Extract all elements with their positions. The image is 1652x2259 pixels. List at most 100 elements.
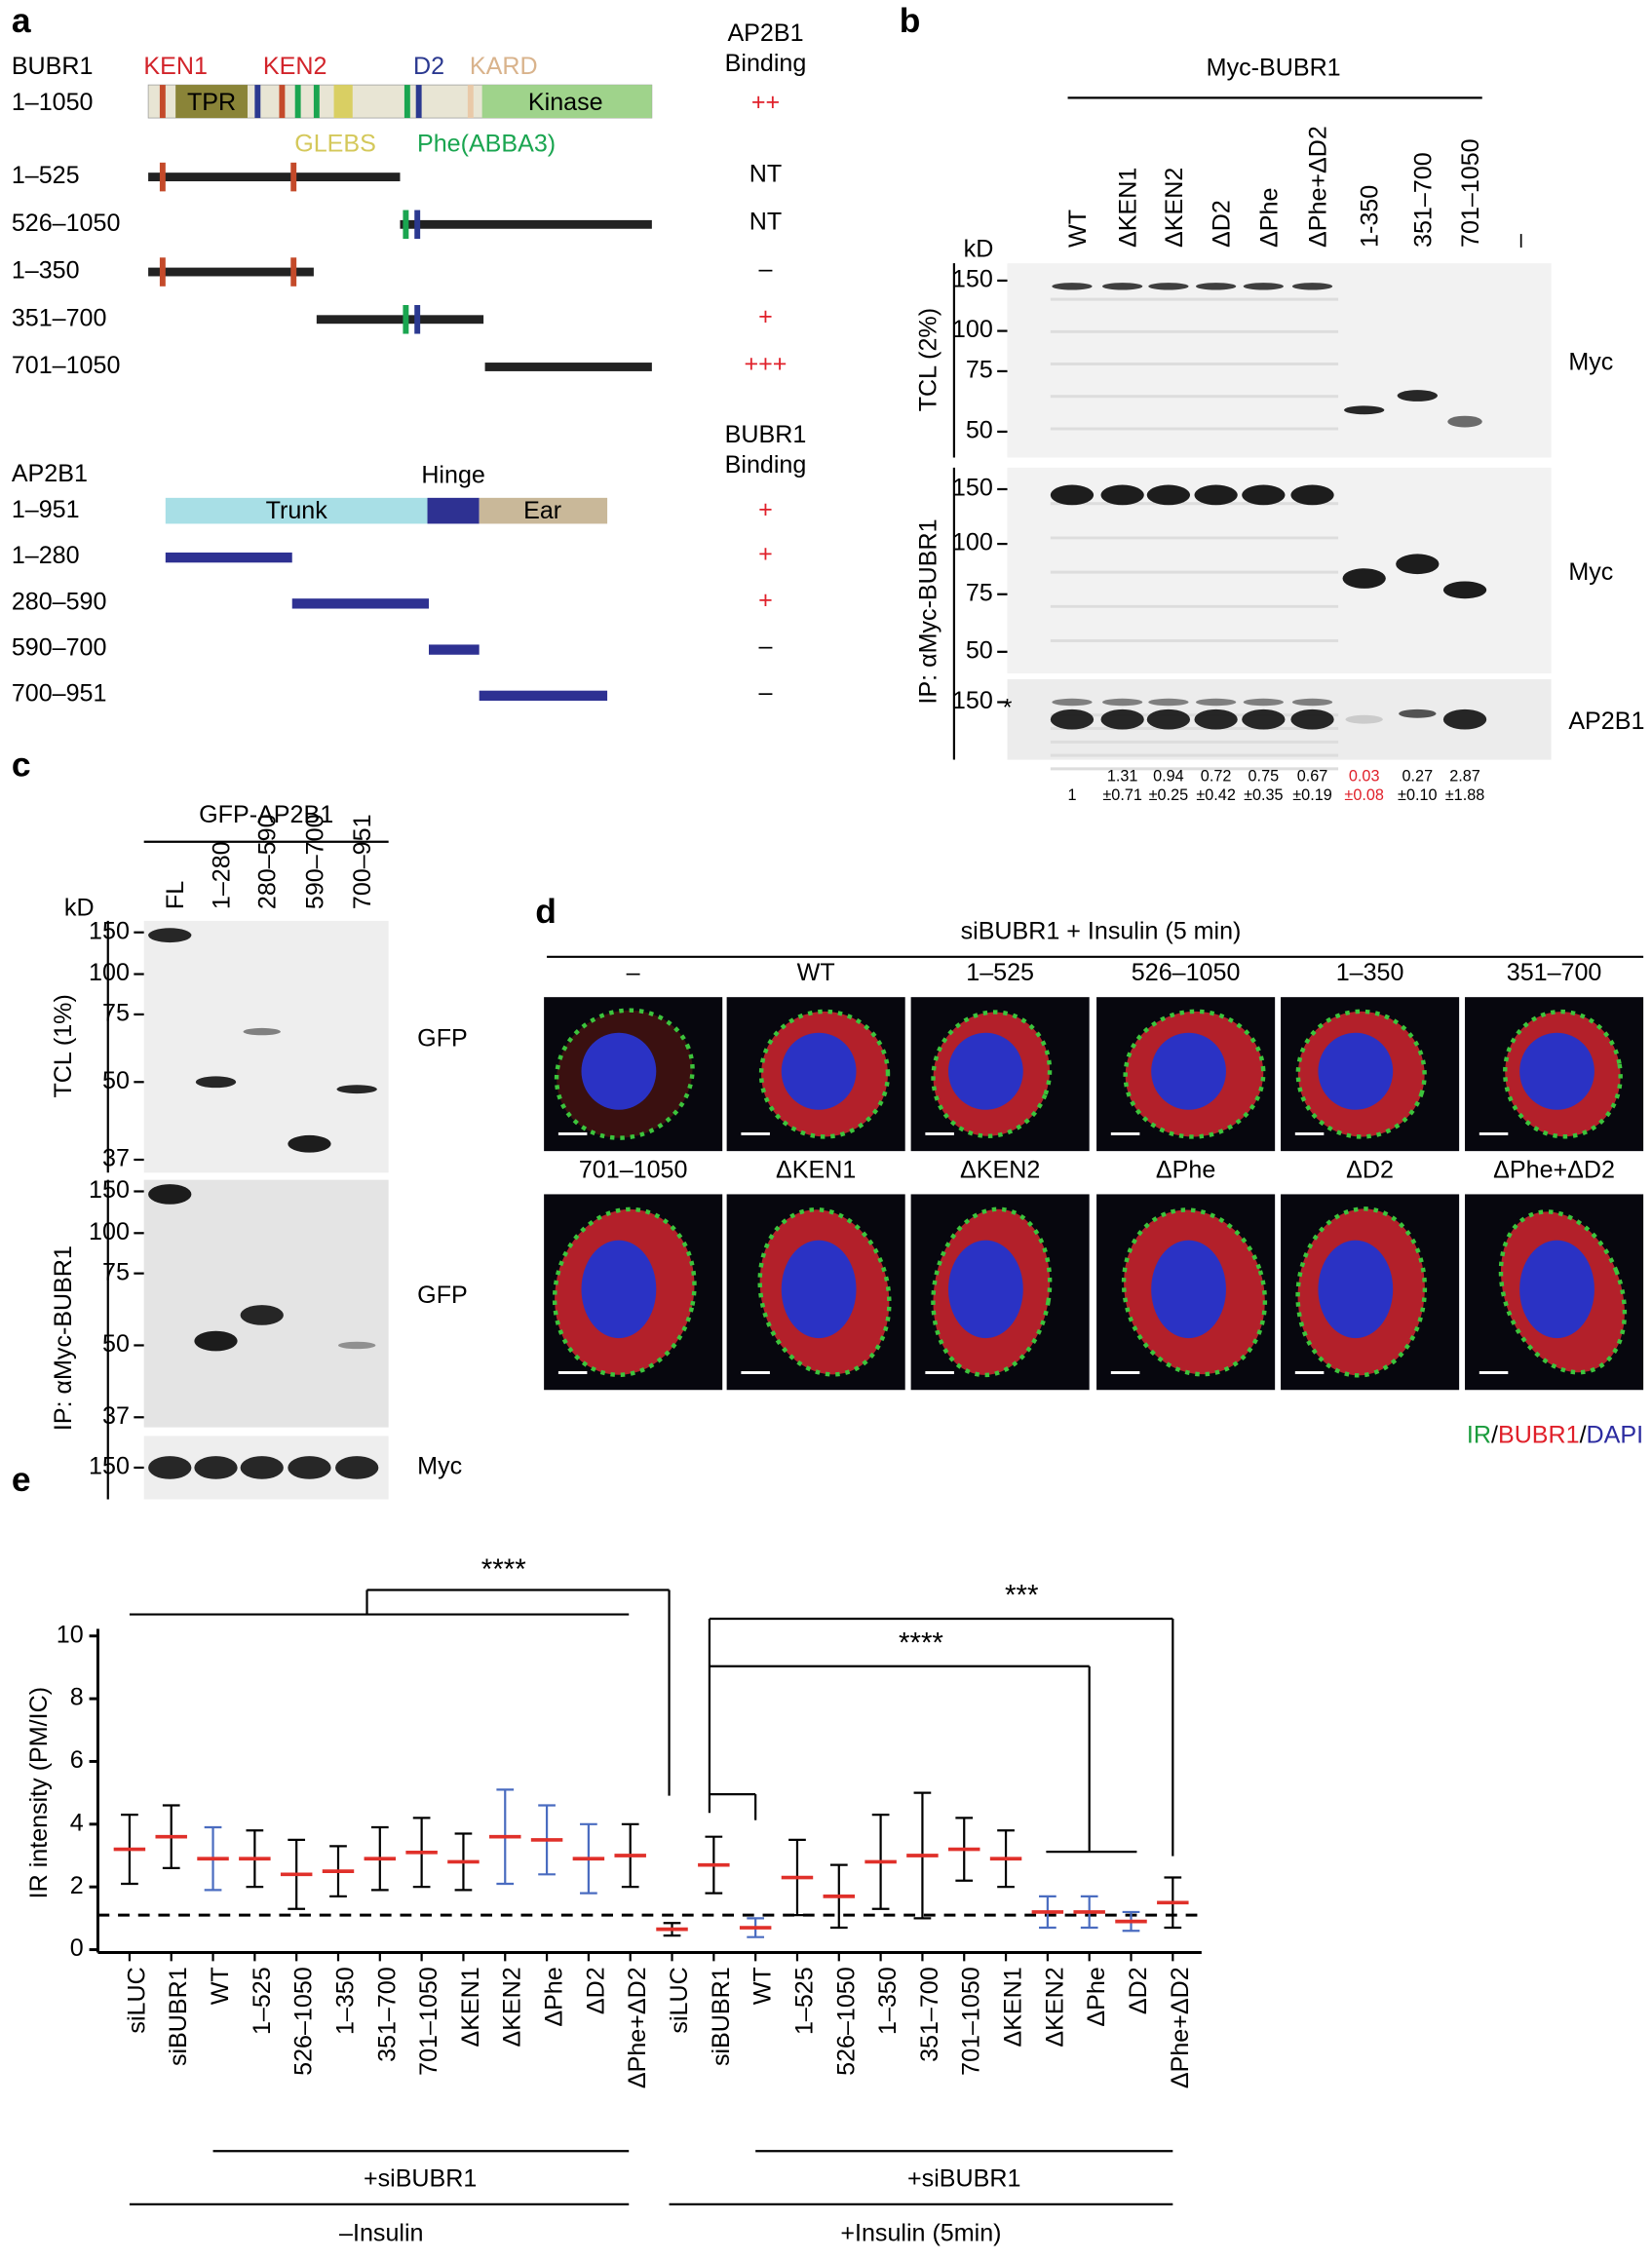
binding: –	[759, 255, 773, 283]
band	[288, 1456, 331, 1479]
nucleus	[781, 1240, 857, 1339]
quant-label: 0.67	[1297, 768, 1328, 785]
x-tick-label: 701–1050	[958, 1967, 985, 2076]
quant-label: ±0.71	[1102, 786, 1142, 804]
side-label: IP: αMyc-BUBR1	[50, 1245, 77, 1431]
legend: IR/BUBR1/DAPI	[1467, 1421, 1643, 1448]
legend-item: /	[1491, 1421, 1498, 1448]
legend-item: /	[1580, 1421, 1587, 1448]
motif	[159, 162, 166, 192]
x-tick-label: ΔD2	[1125, 1967, 1152, 2014]
fragment-bar	[148, 172, 401, 182]
side-label: TCL (2%)	[914, 308, 941, 411]
marker-label: 50	[966, 417, 993, 444]
binding: +	[758, 496, 773, 523]
x-tick-label: siBUBR1	[708, 1967, 735, 2066]
band	[1243, 283, 1285, 290]
x-tick-label: ΔD2	[582, 1967, 609, 2014]
band	[337, 1341, 376, 1350]
marker-label: 150	[952, 475, 993, 502]
significance: ****	[481, 1553, 526, 1586]
image-label: ΔKEN2	[960, 1156, 1040, 1183]
band	[148, 1184, 192, 1205]
image-label: WT	[797, 959, 835, 986]
group-label: –Insulin	[339, 2220, 423, 2247]
fragment-label: 1–280	[12, 542, 80, 569]
column-header: Binding	[725, 451, 807, 479]
lane-label: ΔPhe+ΔD2	[1305, 126, 1332, 248]
binding: NT	[749, 208, 782, 235]
band	[1194, 708, 1238, 730]
kd-label: kD	[964, 236, 994, 263]
asterisk: *	[1003, 695, 1013, 722]
marker-label: 100	[89, 959, 130, 986]
image-label: 1–350	[1336, 959, 1404, 986]
lane-label: ΔKEN1	[1115, 168, 1142, 248]
band	[148, 928, 192, 943]
band	[1052, 283, 1093, 290]
band	[1447, 415, 1482, 428]
band	[1195, 283, 1237, 290]
y-tick-label: 6	[70, 1746, 84, 1774]
hinge-domain	[427, 497, 480, 524]
x-tick-label: 1–350	[874, 1967, 902, 2035]
band	[1290, 484, 1334, 506]
band	[1146, 484, 1191, 506]
band	[1194, 484, 1238, 506]
x-tick-label: siLUC	[666, 1967, 693, 2033]
band	[1442, 708, 1487, 730]
band	[1290, 708, 1334, 730]
lane-label: WT	[1064, 210, 1092, 248]
blot	[1007, 467, 1552, 673]
significance: ***	[1005, 1580, 1039, 1612]
motif	[159, 85, 166, 119]
quant-label: 0.72	[1201, 768, 1232, 785]
group-label: +siBUBR1	[364, 2164, 477, 2192]
marker-label: 75	[102, 1000, 130, 1027]
band	[1344, 405, 1385, 415]
quant-label: 2.87	[1449, 768, 1480, 785]
fragment-label: 351–700	[12, 304, 107, 331]
quant-label: 0.94	[1153, 768, 1184, 785]
nucleus	[581, 1240, 657, 1339]
marker-label: 150	[952, 266, 993, 293]
motif	[467, 85, 474, 119]
domain-label: Phe(ABBA3)	[417, 131, 556, 158]
blot	[143, 920, 389, 1173]
motif	[415, 85, 422, 119]
x-tick-label: 351–700	[916, 1967, 943, 2062]
group-label: +siBUBR1	[907, 2164, 1020, 2192]
fragment-label: 1–350	[12, 257, 80, 285]
motif	[290, 162, 297, 192]
band	[195, 1076, 237, 1089]
image-label: ΔPhe+ΔD2	[1493, 1156, 1615, 1183]
band	[240, 1456, 284, 1479]
marker-label: 150	[89, 1453, 130, 1480]
lane-label: 351–700	[1409, 152, 1437, 248]
domain-label: Ear	[523, 497, 561, 524]
lane-label: 700–951	[349, 814, 376, 909]
image-label: 351–700	[1507, 959, 1602, 986]
side-label: TCL (1%)	[50, 994, 77, 1097]
y-tick-label: 4	[70, 1809, 84, 1836]
y-tick-label: 0	[70, 1934, 84, 1962]
image-label: ΔKEN1	[776, 1156, 856, 1183]
fragment-label: 526–1050	[12, 210, 121, 237]
x-tick-label: ΔPhe	[1083, 1967, 1110, 2026]
band	[1291, 283, 1333, 290]
x-tick-label: ΔKEN2	[1041, 1967, 1068, 2047]
domain-label: Trunk	[266, 497, 328, 524]
significance: ****	[899, 1627, 943, 1659]
marker-label: 150	[89, 917, 130, 944]
nucleus	[947, 1032, 1023, 1110]
marker-label: 100	[89, 1218, 130, 1245]
quant-label: 0.27	[1402, 768, 1434, 785]
band	[1195, 698, 1237, 707]
nucleus	[1151, 1032, 1226, 1110]
band	[1345, 714, 1383, 724]
quant-label: 0.75	[1249, 768, 1280, 785]
quant-label: ±0.19	[1292, 786, 1332, 804]
quant-label: ±0.35	[1244, 786, 1284, 804]
panel-label: b	[900, 1, 921, 40]
column-header: BUBR1	[725, 421, 807, 448]
